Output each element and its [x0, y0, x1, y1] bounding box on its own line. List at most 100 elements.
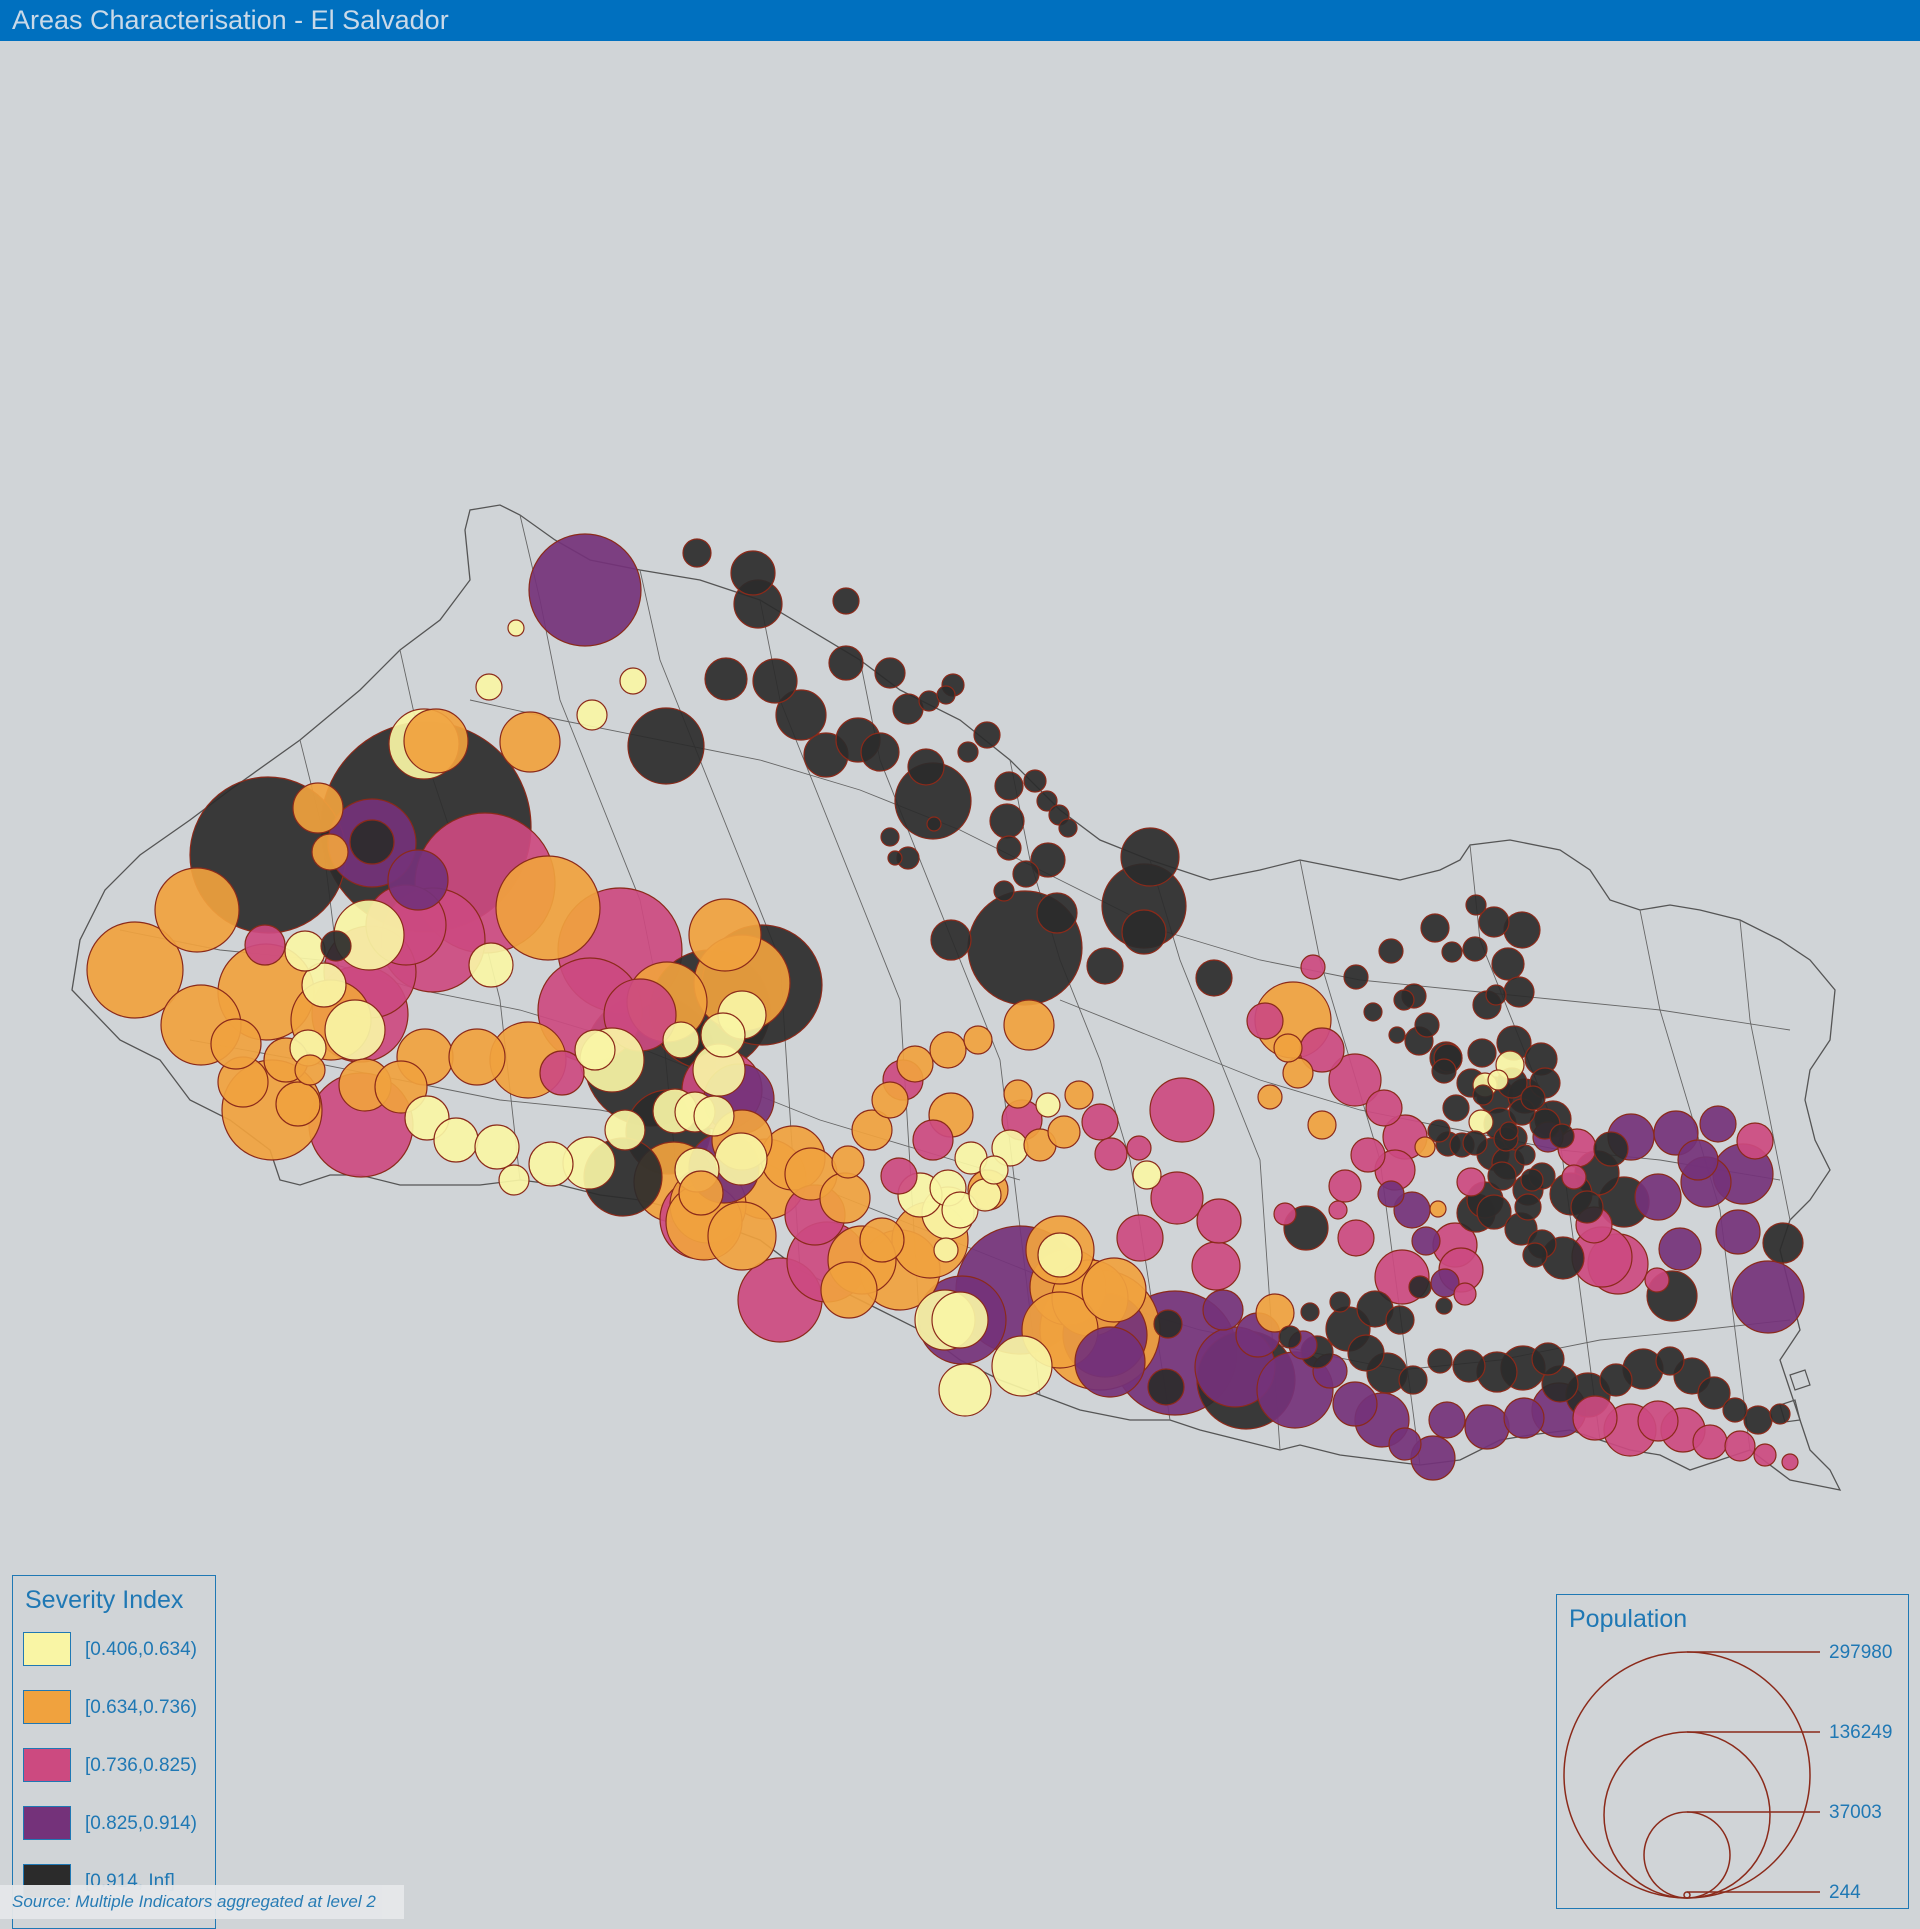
- population-bubble: [1023, 769, 1047, 793]
- population-bubble: [973, 721, 1001, 749]
- population-bubble: [1255, 1293, 1295, 1333]
- population-bubble: [604, 1109, 646, 1151]
- population-bubble: [1086, 947, 1124, 985]
- population-bubble: [1030, 842, 1066, 878]
- population-bubble: [387, 849, 449, 911]
- population-bubble: [1074, 1326, 1146, 1398]
- population-value: 37003: [1829, 1802, 1882, 1823]
- population-bubble: [1561, 1164, 1587, 1190]
- population-bubble: [1442, 1094, 1470, 1122]
- severity-swatch: [23, 1806, 71, 1840]
- severity-legend-title: Severity Index: [25, 1586, 184, 1614]
- boundary-line: [1009, 759, 1171, 1421]
- population-bubble: [403, 708, 469, 774]
- population-bubble: [994, 771, 1024, 801]
- population-bubble: [1462, 936, 1488, 962]
- severity-swatch: [23, 1632, 71, 1666]
- population-bubble: [874, 657, 906, 689]
- population-bubble: [1147, 1368, 1185, 1406]
- population-bubble: [1570, 1190, 1604, 1224]
- population-bubble: [1036, 790, 1058, 812]
- population-bubble: [1377, 1180, 1405, 1208]
- population-bubble: [1468, 1109, 1494, 1135]
- population-bubble: [1149, 1077, 1215, 1143]
- population-bubble: [693, 1095, 735, 1137]
- population-bubble: [1692, 1424, 1728, 1460]
- population-bubble: [700, 1012, 746, 1058]
- population-bubble: [682, 538, 712, 568]
- population-bubble: [1393, 989, 1415, 1011]
- population-bubble: [1202, 1289, 1244, 1331]
- population-bubble: [528, 1141, 574, 1187]
- population-bubble: [1762, 1222, 1804, 1264]
- severity-label: [0.634,0.736): [85, 1697, 197, 1718]
- population-bubble: [938, 1363, 992, 1417]
- population-bubble: [892, 693, 924, 725]
- population-bubble: [1503, 1397, 1545, 1439]
- population-bubble: [1332, 1381, 1378, 1427]
- population-bubble: [1431, 1058, 1457, 1084]
- population-bubble: [1121, 909, 1167, 955]
- population-bubble: [311, 833, 349, 871]
- population-bubble: [1453, 1282, 1477, 1306]
- population-bubble: [860, 732, 900, 772]
- population-bubble: [210, 1018, 262, 1070]
- population-bubble: [1411, 1226, 1441, 1256]
- population-bubble: [936, 685, 956, 705]
- population-bubble: [1522, 1242, 1548, 1268]
- population-bubble: [730, 550, 776, 596]
- population-bubble: [1328, 1053, 1382, 1107]
- population-bubble: [704, 657, 748, 701]
- population-bubble: [1428, 1401, 1466, 1439]
- population-bubble: [1452, 1349, 1486, 1383]
- population-bubble: [1300, 1302, 1320, 1322]
- population-bubble: [1531, 1342, 1565, 1376]
- population-bubble: [1273, 1202, 1297, 1226]
- population-legend: Population 297980 136249 37003 244: [1556, 1594, 1909, 1909]
- population-bubble: [1150, 1171, 1204, 1225]
- population-bubble: [627, 707, 705, 785]
- population-bubble: [1677, 1139, 1719, 1181]
- population-bubble: [619, 667, 647, 695]
- population-bubble: [1328, 1200, 1348, 1220]
- population-bubble: [1464, 1404, 1510, 1450]
- population-bubble: [896, 1045, 934, 1083]
- population-bubble: [1337, 1219, 1375, 1257]
- population-bubble: [1781, 1453, 1799, 1471]
- severity-label: [0.736,0.825): [85, 1755, 197, 1776]
- population-bubble: [1012, 860, 1040, 888]
- population-bubble: [1435, 1297, 1453, 1315]
- population-bubble: [979, 1155, 1009, 1185]
- population-bubble: [292, 782, 344, 834]
- population-bubble: [468, 942, 514, 988]
- population-bubble: [1003, 999, 1055, 1051]
- boundary-line: [1739, 919, 1791, 1221]
- population-bubble: [907, 748, 945, 786]
- population-bubble: [1599, 1363, 1633, 1397]
- population-bubble: [324, 999, 386, 1061]
- population-bubble: [1465, 894, 1487, 916]
- population-bubble: [926, 816, 942, 832]
- population-bubble: [714, 1132, 768, 1186]
- population-circle-large: [1563, 1651, 1811, 1899]
- population-bubble: [1658, 1227, 1702, 1271]
- population-bubble: [931, 1291, 989, 1349]
- population-bubble: [1549, 1123, 1575, 1149]
- population-bubble: [1343, 964, 1369, 990]
- population-bubble: [320, 930, 352, 962]
- population-bubble: [1697, 1376, 1731, 1410]
- population-bubble: [1132, 1160, 1162, 1190]
- population-bubble: [991, 1335, 1053, 1397]
- population-bubble: [1491, 947, 1525, 981]
- severity-swatch: [23, 1748, 71, 1782]
- severity-label: [0.406,0.634): [85, 1639, 197, 1660]
- population-bubble: [1378, 938, 1404, 964]
- population-bubble: [498, 1164, 530, 1196]
- population-bubble: [474, 1124, 520, 1170]
- population-bubble: [933, 1237, 959, 1263]
- population-bubble: [1195, 959, 1233, 997]
- population-bubbles: [86, 533, 1805, 1481]
- population-bubble: [1047, 1115, 1081, 1149]
- population-bubble: [1487, 1161, 1517, 1191]
